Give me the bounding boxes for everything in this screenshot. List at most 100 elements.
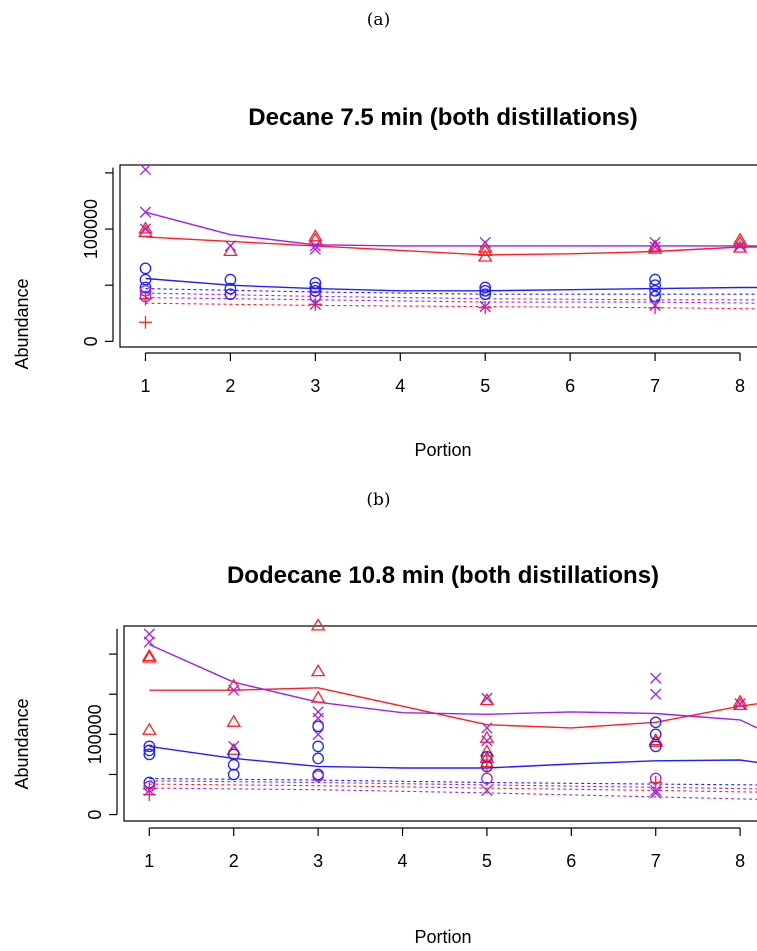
data-point-triangle — [226, 678, 242, 691]
x-tick-label: 8 — [735, 851, 745, 871]
data-point-x — [650, 672, 662, 684]
data-point-x — [224, 240, 237, 252]
data-point-triangle — [310, 618, 326, 631]
data-point-x — [139, 163, 152, 176]
data-point-circle — [312, 752, 324, 765]
data-point-plus — [478, 301, 492, 315]
data-point-triangle — [732, 240, 748, 253]
data-point-circle — [649, 728, 662, 741]
data-point-circle — [224, 273, 237, 286]
data-point-triangle — [223, 243, 238, 257]
data-point-triangle — [138, 224, 153, 237]
data-point-plus — [138, 315, 152, 329]
data-point-plus — [138, 292, 152, 306]
data-point-circle — [143, 740, 156, 753]
data-point-circle — [481, 772, 493, 785]
data-point-triangle — [648, 732, 664, 746]
y-axis-label: Abundance — [12, 278, 32, 369]
data-point-circle — [139, 273, 152, 286]
data-point-circle — [309, 281, 322, 294]
data-point-circle — [224, 288, 237, 301]
x-tick-label: 7 — [651, 851, 661, 871]
data-point-x — [309, 298, 322, 310]
data-point-circle — [479, 288, 492, 301]
y-axis-label: Abundance — [12, 698, 32, 789]
data-point-triangle — [732, 232, 748, 245]
data-point-triangle — [477, 240, 493, 253]
data-point-x — [649, 241, 661, 253]
data-point-x — [309, 243, 322, 255]
x-tick-label: 7 — [650, 376, 660, 396]
x-tick-label: 4 — [395, 376, 405, 396]
x-tick-label: 4 — [398, 851, 408, 871]
chart-title: Decane 7.5 min (both distillations) — [248, 104, 637, 131]
data-point-circle — [227, 758, 240, 771]
data-point-x — [481, 735, 493, 747]
data-point-x — [649, 299, 661, 312]
data-point-x — [143, 784, 155, 797]
x-tick-label: 6 — [566, 851, 576, 871]
data-point-circle — [479, 284, 492, 297]
data-point-triangle — [308, 229, 323, 242]
data-point-x — [143, 636, 155, 648]
data-point-circle — [312, 720, 324, 733]
data-point-triangle — [142, 722, 157, 735]
data-point-circle — [309, 284, 322, 297]
panel-label-a: (a) — [366, 10, 391, 30]
data-point-triangle — [732, 697, 748, 710]
x-tick-label: 3 — [313, 851, 323, 871]
x-tick-label: 2 — [229, 851, 239, 871]
x-tick-label: 1 — [140, 376, 150, 396]
data-point-plus — [648, 301, 662, 315]
data-point-x — [649, 236, 661, 249]
data-point-triangle — [310, 690, 326, 703]
data-point-triangle — [310, 663, 326, 677]
data-point-triangle — [142, 648, 157, 662]
data-point-circle — [227, 768, 240, 781]
series-line-5 — [149, 783, 757, 793]
data-point-x — [481, 784, 493, 797]
data-point-circle — [139, 262, 152, 275]
data-point-circle — [143, 748, 156, 761]
series-line-6 — [145, 302, 757, 310]
data-point-triangle — [142, 650, 157, 663]
data-point-plus — [142, 782, 156, 796]
data-point-x — [479, 300, 491, 313]
data-point-triangle — [647, 241, 663, 254]
data-point-x — [734, 240, 746, 252]
data-point-circle — [649, 284, 661, 297]
series-line-5 — [145, 297, 757, 304]
y-tick-label: 100000 — [81, 199, 101, 259]
x-tick-label: 5 — [480, 376, 490, 396]
data-point-circle — [224, 282, 237, 295]
data-point-x — [650, 688, 662, 700]
data-point-x — [139, 223, 152, 235]
data-point-circle — [479, 281, 492, 294]
x-tick-label: 6 — [565, 376, 575, 396]
panel-label-b: (b) — [366, 490, 391, 510]
series-line-1 — [149, 643, 757, 729]
data-point-triangle — [226, 714, 242, 727]
x-tick-label: 3 — [310, 376, 320, 396]
series-line-1 — [145, 211, 757, 247]
data-point-circle — [312, 770, 324, 782]
plot-frame — [123, 625, 757, 822]
data-point-x — [309, 240, 322, 252]
data-point-plus — [480, 759, 494, 773]
data-point-x — [650, 784, 662, 797]
data-point-x — [479, 236, 491, 249]
data-point-x — [143, 628, 155, 640]
data-point-circle — [649, 716, 662, 729]
x-axis-label: Portion — [414, 440, 471, 460]
series-line-2 — [145, 277, 757, 292]
x-tick-label: 2 — [225, 376, 235, 396]
data-point-x — [650, 787, 662, 799]
x-tick-label: 8 — [735, 376, 745, 396]
data-point-triangle — [477, 243, 493, 257]
data-point-circle — [649, 279, 661, 292]
data-point-x — [734, 698, 746, 710]
data-point-circle — [309, 277, 322, 289]
data-point-triangle — [479, 692, 495, 706]
y-tick-label: 100000 — [85, 704, 105, 764]
data-point-x — [139, 206, 152, 218]
